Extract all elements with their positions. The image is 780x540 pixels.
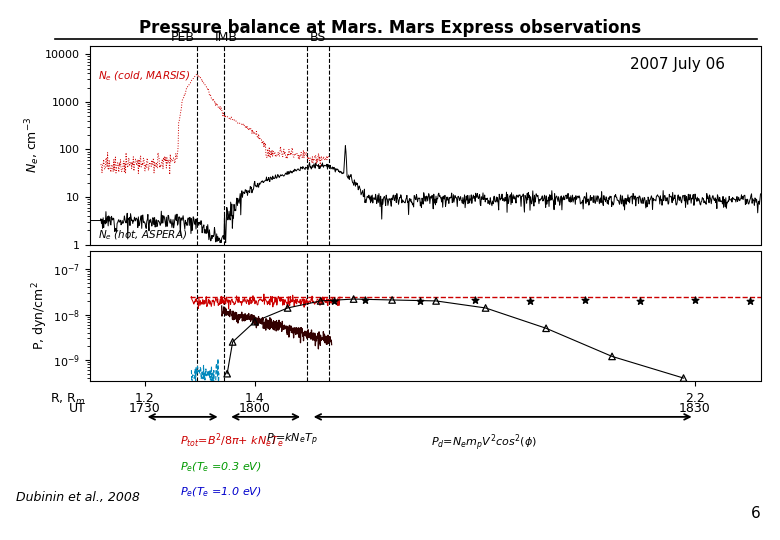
Text: $P_j$=$kN_eT_p$: $P_j$=$kN_eT_p$ (266, 432, 317, 448)
Text: Dubinin et al., 2008: Dubinin et al., 2008 (16, 491, 140, 504)
Text: R, R$_m$: R, R$_m$ (51, 392, 86, 407)
Text: 1800: 1800 (239, 402, 271, 415)
Point (688, 296, 700, 305)
Text: BS: BS (310, 31, 326, 44)
Point (347, 295, 360, 303)
Text: $P_e$($T_e$ =1.0 eV): $P_e$($T_e$ =1.0 eV) (180, 485, 262, 498)
Point (743, 296, 756, 305)
Point (358, 296, 370, 305)
Text: UT: UT (69, 402, 86, 415)
Point (633, 296, 646, 305)
Text: $P_{tot}$=$B^2/8\pi$+ $kN_eT_e$: $P_{tot}$=$B^2/8\pi$+ $kN_eT_e$ (180, 432, 284, 450)
Point (221, 369, 233, 378)
Point (282, 303, 294, 312)
Text: $N_e$ (hot, ASPERA): $N_e$ (hot, ASPERA) (98, 229, 187, 242)
Point (248, 318, 261, 326)
Text: 1.2: 1.2 (135, 392, 154, 404)
Point (606, 352, 619, 361)
Point (226, 338, 239, 346)
Point (578, 296, 590, 305)
Point (413, 296, 426, 305)
Point (328, 296, 341, 305)
Point (677, 374, 690, 382)
Text: 1730: 1730 (129, 402, 161, 415)
Text: 2.2: 2.2 (685, 392, 704, 404)
Text: $N_e$ (cold, MARSIS): $N_e$ (cold, MARSIS) (98, 69, 190, 83)
Text: PEB: PEB (171, 31, 195, 44)
Text: Pressure balance at Mars. Mars Express observations: Pressure balance at Mars. Mars Express o… (139, 19, 641, 37)
Text: $P_e$($T_e$ =0.3 eV): $P_e$($T_e$ =0.3 eV) (180, 460, 262, 474)
Y-axis label: P, dyn/cm$^2$: P, dyn/cm$^2$ (30, 281, 50, 350)
Text: 1830: 1830 (679, 402, 711, 415)
Point (314, 296, 327, 305)
Y-axis label: $N_e$, cm$^{-3}$: $N_e$, cm$^{-3}$ (23, 117, 42, 173)
Point (386, 296, 399, 305)
Point (523, 296, 536, 305)
Text: 6: 6 (750, 506, 760, 521)
Point (480, 303, 492, 312)
Point (468, 296, 480, 305)
Point (430, 296, 442, 305)
Text: 1.4: 1.4 (245, 392, 264, 404)
Text: $P_d$=$N_em_pV^2cos^2(\phi)$: $P_d$=$N_em_pV^2cos^2(\phi)$ (431, 432, 537, 453)
Text: 2007 July 06: 2007 July 06 (630, 57, 725, 72)
Point (540, 324, 552, 333)
Text: IMB: IMB (215, 31, 238, 44)
